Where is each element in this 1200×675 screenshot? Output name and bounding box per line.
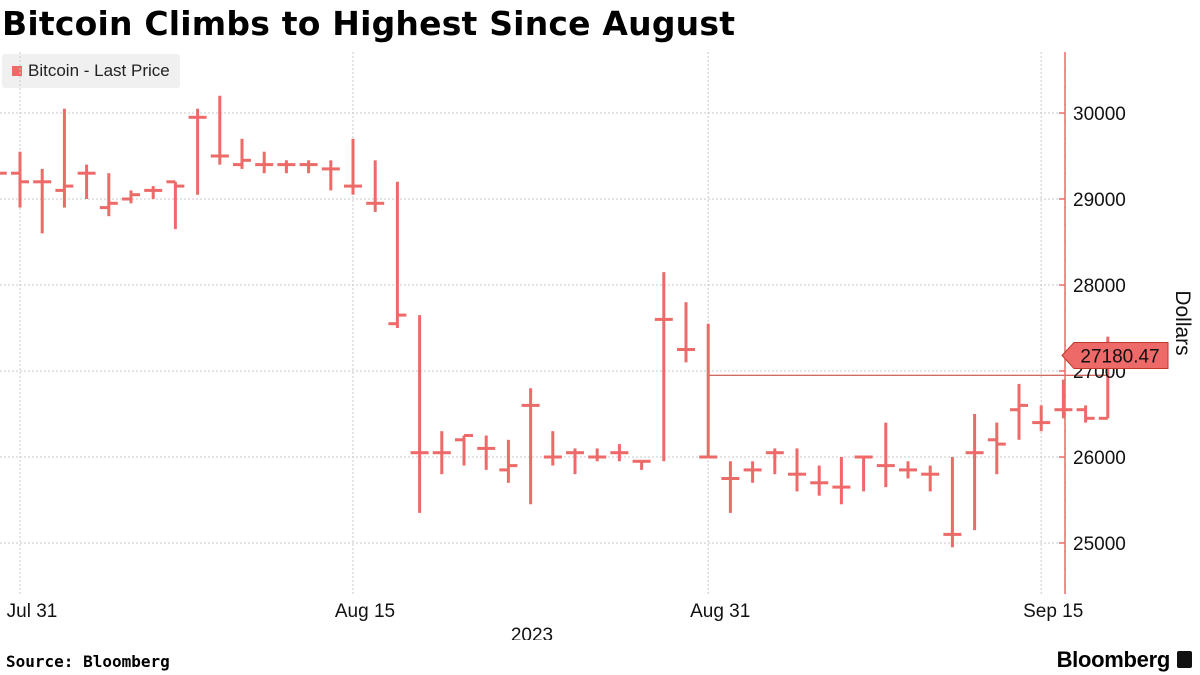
ohlc-bar — [366, 160, 385, 212]
legend-swatch — [12, 66, 22, 76]
ohlc-bar — [77, 164, 96, 199]
ohlc-bar — [699, 323, 718, 459]
ohlc-bar — [55, 108, 74, 208]
y-tick-label: 29000 — [1073, 190, 1126, 211]
ohlc-bar — [965, 414, 984, 531]
y-tick-label: 25000 — [1073, 534, 1126, 555]
ohlc-bar — [677, 302, 695, 363]
ohlc-bar — [832, 457, 851, 505]
last-price-marker: 27180.47 — [1061, 341, 1169, 369]
x-tick-label: Aug 31 — [690, 601, 750, 622]
ohlc-bar — [11, 151, 29, 208]
y-tick-label: 30000 — [1073, 104, 1126, 125]
ohlc-bar — [943, 457, 962, 548]
ohlc-bar — [765, 448, 784, 475]
ohlc-bar — [654, 272, 673, 462]
ohlc-bar — [854, 455, 873, 492]
legend-label: Bitcoin - Last Price — [28, 61, 170, 80]
x-tick-label: Aug 15 — [335, 601, 395, 622]
price-bars — [0, 95, 1117, 548]
ohlc-bar — [455, 434, 473, 466]
ohlc-bar — [1076, 405, 1095, 423]
x-year-label: 2023 — [511, 625, 553, 640]
y-tick-label: 28000 — [1073, 276, 1126, 297]
ohlc-bar — [410, 315, 429, 513]
chart-title: Bitcoin Climbs to Highest Since August — [2, 4, 736, 43]
brand-wordmark: Bloomberg — [1056, 647, 1171, 672]
ohlc-bar — [876, 422, 895, 488]
ohlc-bar — [810, 465, 829, 496]
x-tick-label: Jul 31 — [7, 601, 58, 622]
ohlc-bar — [632, 459, 651, 470]
ohlc-bar — [921, 465, 940, 492]
bloomberg-logo-icon — [1177, 651, 1192, 668]
ohlc-bar — [721, 461, 740, 513]
ohlc-bar — [521, 388, 540, 505]
ohlc-bar — [99, 173, 118, 217]
last-price-label: 27180.47 — [1080, 346, 1159, 367]
ohlc-bar — [233, 138, 251, 169]
ohlc-bar — [122, 190, 140, 204]
ohlc-bar — [987, 422, 1006, 475]
source-note: Source: Bloomberg — [6, 652, 170, 671]
ohlc-bar — [188, 108, 207, 195]
ohlc-bar — [743, 461, 762, 483]
ohlc-bar — [255, 151, 274, 174]
last-price-tag — [1061, 341, 1169, 369]
ohlc-bar — [432, 431, 451, 475]
ohlc-bar — [1032, 405, 1051, 432]
ohlc-bar — [543, 431, 562, 466]
ohlc-bar — [477, 435, 496, 470]
ohlc-bar — [166, 180, 185, 230]
ohlc-bar — [899, 461, 917, 479]
ohlc-bar — [299, 160, 318, 174]
ohlc-bar — [499, 439, 518, 483]
ohlc-bar — [388, 181, 407, 328]
ohlc-bar — [0, 171, 7, 175]
grid-lines — [0, 52, 1064, 594]
ohlc-bar — [321, 160, 340, 191]
ohlc-bar — [33, 168, 52, 234]
chart-legend: Bitcoin - Last Price — [2, 54, 180, 88]
ohlc-bar — [1010, 383, 1028, 440]
y-tick-label: 26000 — [1073, 448, 1126, 469]
ohlc-bar — [210, 95, 229, 165]
ohlc-bar — [277, 160, 296, 174]
ohlc-bar — [344, 138, 362, 195]
ohlc-bar — [588, 448, 607, 462]
x-axis: Jul 31 Aug 15 Aug 31 Sep 15 2023 — [7, 601, 1084, 640]
ohlc-bar — [1054, 379, 1073, 419]
ohlc-bar — [144, 186, 163, 199]
ohlc-bar — [610, 444, 629, 462]
ohlc-bar — [566, 448, 584, 475]
y-axis-label: Dollars — [1171, 290, 1194, 355]
ohlc-bar — [788, 448, 806, 492]
x-tick-label: Sep 15 — [1023, 601, 1083, 622]
